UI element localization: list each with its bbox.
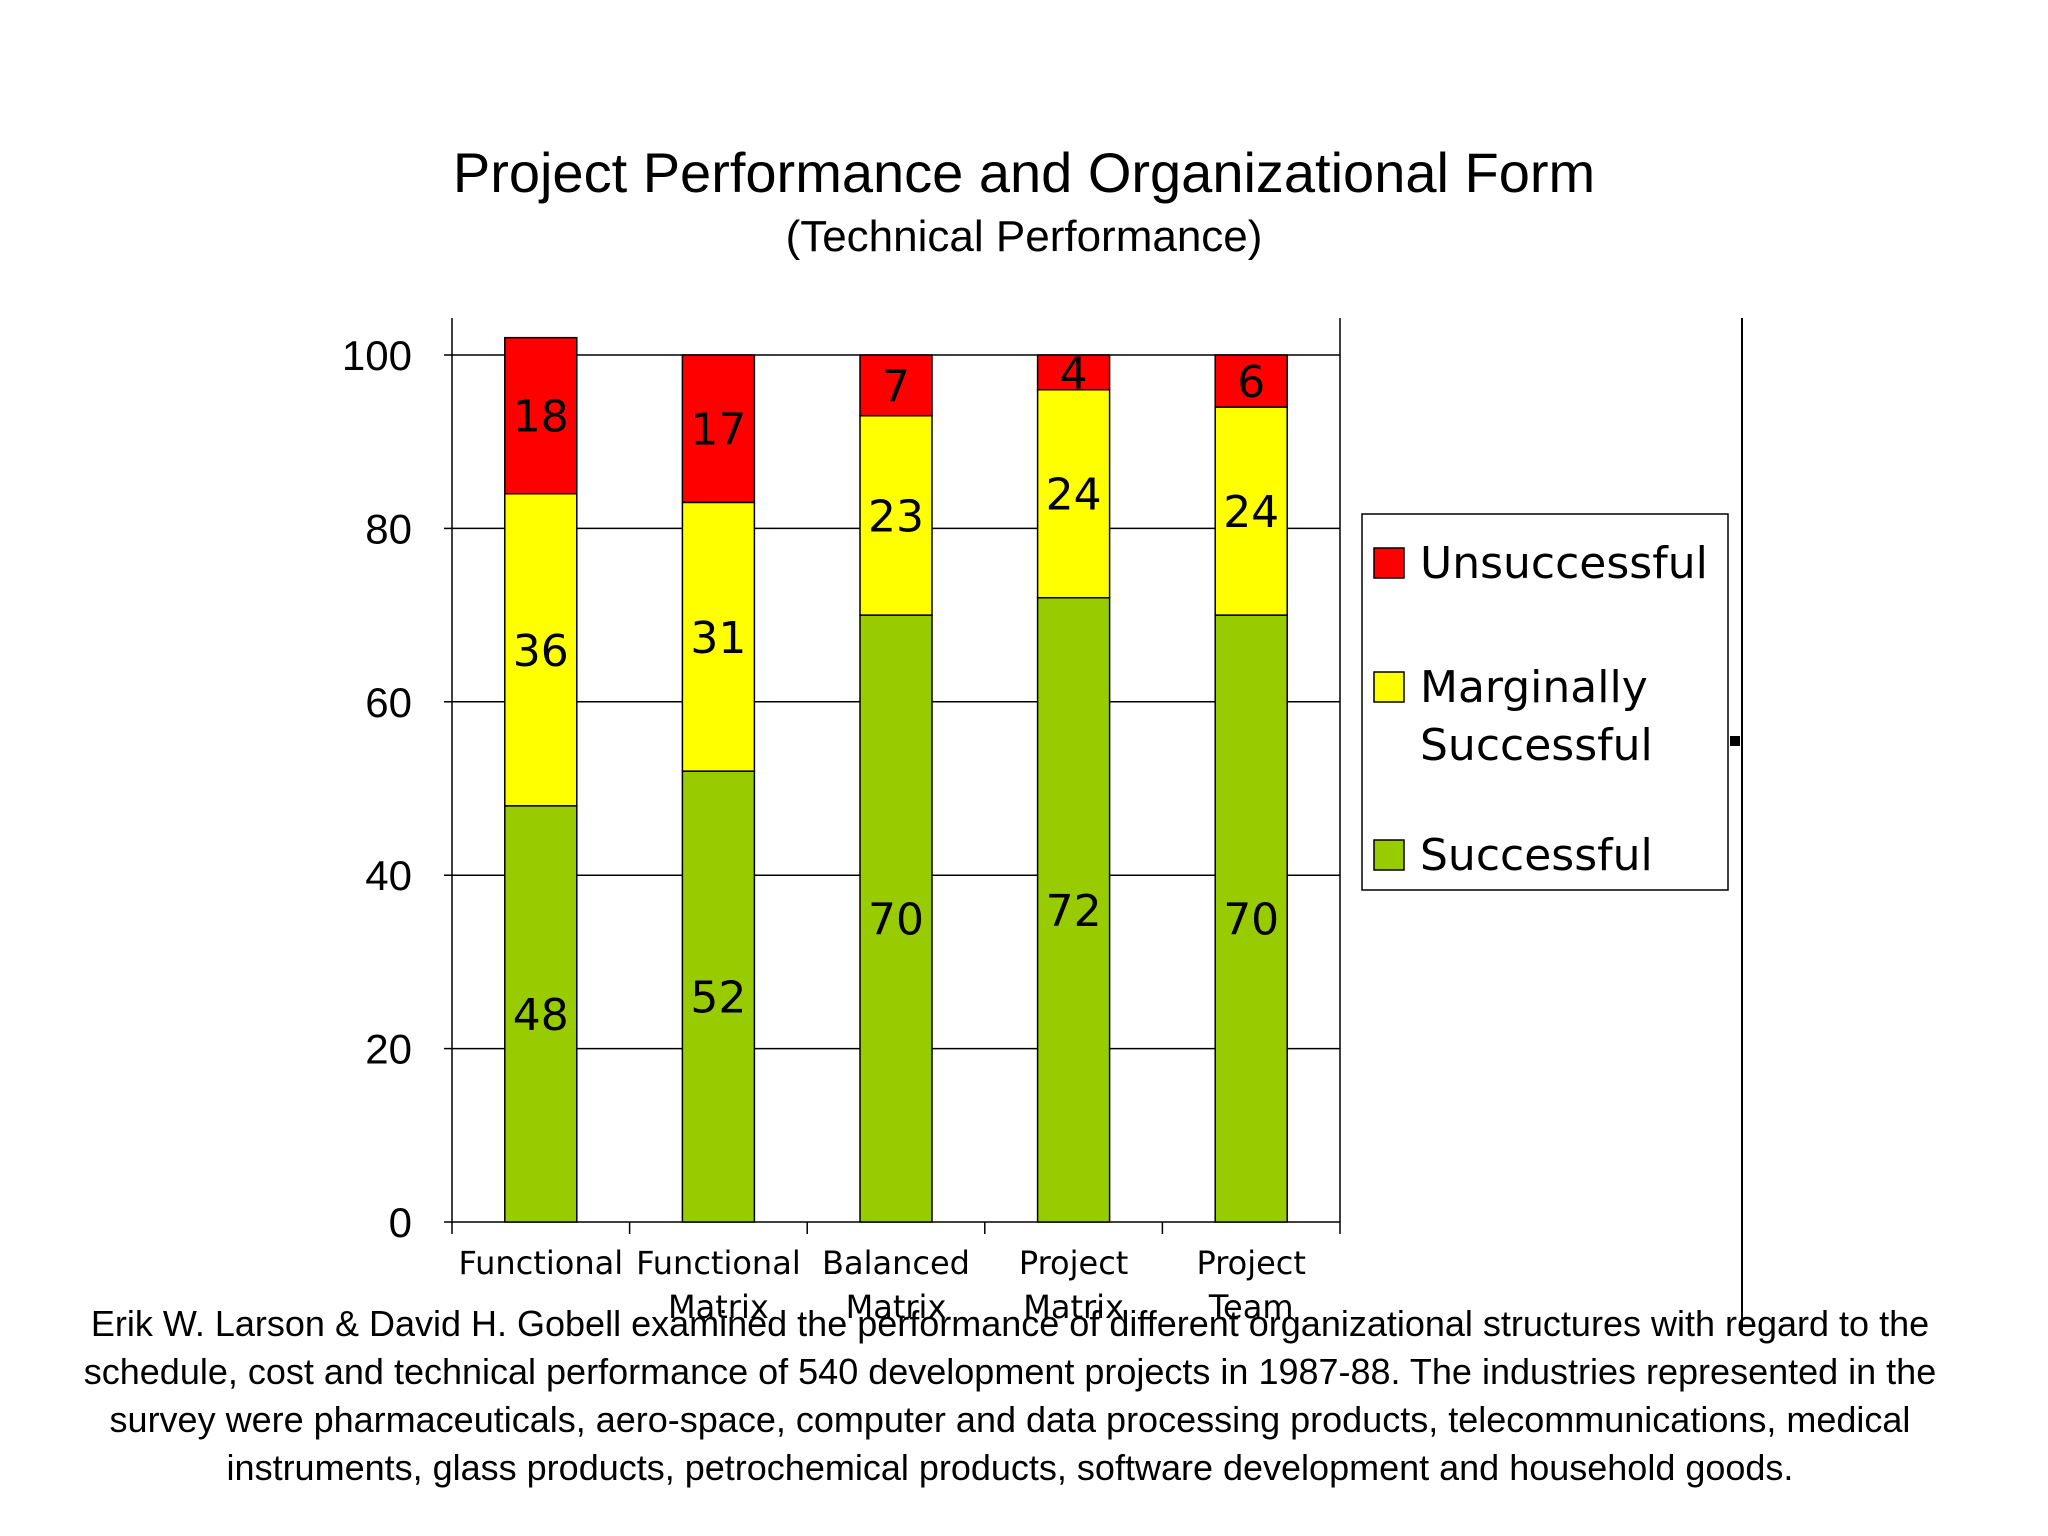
bar-segment: [1214, 406, 1288, 616]
legend-label: Successful: [1420, 720, 1653, 771]
data-label: 18: [513, 392, 569, 443]
caption-text: Erik W. Larson & David H. Gobell examine…: [83, 1303, 1937, 1488]
axes: 0 20 40 60 80 100 Functional Functional Matrix Ba…: [342, 318, 1341, 1326]
x-tick-label: Matrix: [846, 1288, 947, 1326]
legend-label: Unsuccessful: [1420, 538, 1708, 589]
bar-segment: [1036, 354, 1111, 391]
x-tick-label: Functional: [458, 1244, 623, 1282]
bar-segment: [859, 414, 933, 616]
legend-label: Marginally: [1420, 662, 1648, 713]
y-tick-label: 20: [365, 1026, 412, 1073]
bar-segment: [504, 805, 578, 1223]
data-label: 48: [513, 990, 569, 1041]
data-label: 17: [690, 405, 746, 456]
slide-divider-marker: [1730, 736, 1740, 746]
x-tick-label: Project: [1196, 1244, 1305, 1282]
x-tick-label: Matrix: [668, 1288, 769, 1326]
chart-title: Project Performance and Organizational F…: [452, 141, 1596, 204]
x-tick-label: Team: [1208, 1288, 1294, 1326]
legend-swatch: [1373, 839, 1405, 871]
legend-box: [1361, 513, 1729, 891]
data-label: 70: [1223, 895, 1279, 946]
bar-segment: [681, 354, 756, 504]
data-label: 36: [513, 626, 569, 677]
bar-segment: [859, 354, 933, 417]
data-label: 72: [1046, 886, 1102, 937]
y-tick-label: 100: [342, 332, 412, 379]
data-label: 31: [690, 613, 746, 664]
bar-segment: [504, 492, 578, 807]
data-label: 24: [1046, 470, 1102, 521]
y-tick-label: 80: [365, 505, 412, 552]
bar-segment: [859, 614, 933, 1223]
legend-swatch: [1373, 671, 1405, 703]
bar-segment: [1036, 597, 1111, 1223]
legend-swatch: [1373, 547, 1405, 579]
x-tick-label: Matrix: [1023, 1288, 1124, 1326]
data-label: 52: [690, 973, 746, 1024]
bar-segment: [1214, 354, 1288, 408]
legend-label: Successful: [1420, 830, 1653, 881]
bar-segment: [504, 336, 578, 495]
bars: 48 36 18 52 31 17 70 23 7 72 24 4 70 24 6: [504, 336, 1288, 1223]
data-label: 4: [1060, 348, 1088, 399]
x-tick-label: Functional: [636, 1244, 801, 1282]
y-tick-label: 0: [389, 1199, 412, 1246]
bar-segment: [681, 770, 756, 1223]
data-label: 70: [868, 895, 924, 946]
data-label: 7: [882, 361, 910, 412]
x-tick-label: Project: [1019, 1244, 1128, 1282]
data-label: 23: [868, 491, 924, 542]
legend: Unsuccessful Marginally Successful Successf…: [1361, 513, 1729, 891]
x-tick-label: Balanced: [822, 1244, 970, 1282]
data-label: 24: [1223, 487, 1279, 538]
bar-segment: [1036, 388, 1111, 599]
y-tick-label: 40: [365, 852, 412, 899]
bar-segment: [681, 501, 756, 772]
chart-subtitle: (Technical Performance): [785, 212, 1263, 261]
y-tick-label: 60: [365, 679, 412, 726]
data-label: 6: [1237, 357, 1265, 408]
